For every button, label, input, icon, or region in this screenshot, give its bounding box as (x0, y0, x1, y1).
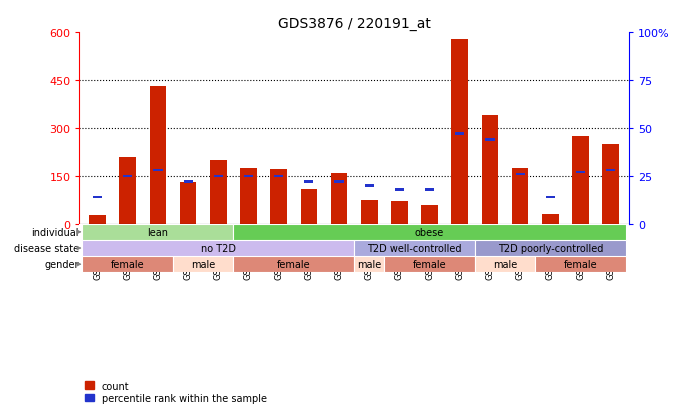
Bar (576, 171, 585, 174)
Bar (455, 133, 464, 135)
Bar (391, 201, 408, 224)
Text: male: male (493, 259, 517, 270)
Bar (82, 257, 173, 272)
Bar (572, 137, 589, 224)
Text: male: male (357, 259, 381, 270)
Bar (425, 189, 434, 191)
Text: disease state: disease state (14, 243, 79, 254)
Text: lean: lean (147, 227, 169, 237)
Text: T2D poorly-controlled: T2D poorly-controlled (498, 243, 603, 254)
Legend: count, percentile rank within the sample: count, percentile rank within the sample (84, 380, 268, 404)
Bar (482, 116, 498, 224)
Bar (234, 225, 626, 240)
Text: no T2D: no T2D (201, 243, 236, 254)
Text: gender: gender (44, 259, 79, 270)
Bar (274, 175, 283, 178)
Text: T2D well-controlled: T2D well-controlled (367, 243, 462, 254)
Bar (173, 257, 234, 272)
Bar (361, 200, 377, 224)
Bar (234, 257, 354, 272)
Bar (93, 196, 102, 199)
Bar (89, 215, 106, 224)
Text: individual: individual (31, 227, 79, 237)
Bar (210, 161, 227, 224)
Bar (120, 157, 136, 224)
Bar (184, 181, 193, 183)
Bar (244, 175, 253, 178)
Bar (354, 241, 475, 256)
Bar (365, 185, 374, 188)
Bar (334, 181, 343, 183)
Bar (270, 170, 287, 224)
Bar (475, 241, 626, 256)
Bar (180, 183, 196, 224)
Bar (485, 139, 495, 141)
Bar (153, 169, 162, 172)
Bar (354, 257, 384, 272)
Text: female: female (277, 259, 310, 270)
Bar (301, 189, 317, 224)
Text: male: male (191, 259, 216, 270)
Bar (304, 181, 314, 183)
Bar (606, 169, 615, 172)
Bar (546, 196, 555, 199)
Bar (123, 175, 132, 178)
Text: female: female (413, 259, 446, 270)
Bar (422, 206, 438, 224)
Text: obese: obese (415, 227, 444, 237)
Text: female: female (564, 259, 597, 270)
Bar (150, 87, 167, 224)
Bar (82, 241, 354, 256)
Title: GDS3876 / 220191_at: GDS3876 / 220191_at (278, 17, 430, 31)
Bar (214, 175, 223, 178)
Bar (82, 225, 234, 240)
Bar (451, 39, 468, 224)
Text: female: female (111, 259, 144, 270)
Bar (542, 214, 558, 224)
Bar (240, 169, 257, 224)
Bar (603, 145, 619, 224)
Bar (475, 257, 536, 272)
Bar (512, 169, 529, 224)
Bar (384, 257, 475, 272)
Bar (536, 257, 626, 272)
Bar (515, 173, 524, 176)
Bar (331, 173, 348, 224)
Bar (395, 189, 404, 191)
